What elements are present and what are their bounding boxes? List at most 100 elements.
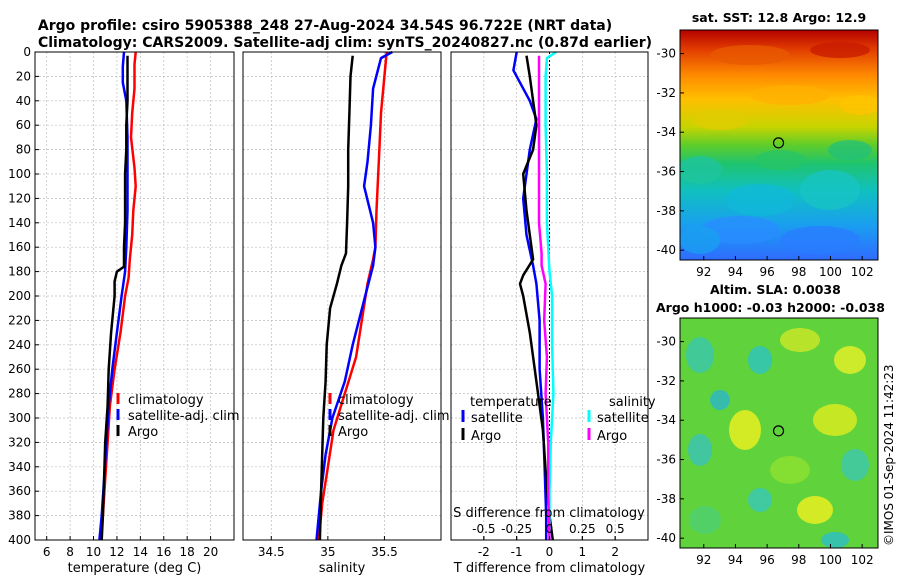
map-x-tick-label: 92 xyxy=(696,265,711,279)
map-y-tick-label: -40 xyxy=(656,243,676,257)
x-tick-label: -1 xyxy=(511,545,523,559)
map-x-tick-label: 98 xyxy=(791,553,806,567)
sst-patch xyxy=(710,45,790,65)
y-tick-label: 380 xyxy=(8,509,31,523)
map-x-tick-label: 100 xyxy=(819,265,842,279)
map-y-tick-label: -34 xyxy=(656,125,676,139)
y-tick-label: 140 xyxy=(8,216,31,230)
difference-xlabel: T difference from climatology xyxy=(453,561,646,576)
x-tick-label: 20 xyxy=(203,545,218,559)
series-line-satellite-adj-clim xyxy=(315,50,393,541)
map-x-tick-label: 96 xyxy=(759,553,774,567)
sla-patch xyxy=(770,456,810,484)
x-tick-label: 1 xyxy=(579,545,587,559)
series-line-salinity-satellite xyxy=(544,50,557,540)
watermark: ©IMOS 01-Sep-2024 11:42:23 xyxy=(882,364,896,546)
x-tick-label: 10 xyxy=(86,545,101,559)
sla-patch xyxy=(729,410,761,450)
y-tick-label: 280 xyxy=(8,387,31,401)
sst-patch xyxy=(680,226,720,254)
x-tick-label: 16 xyxy=(156,545,171,559)
sla-patch xyxy=(780,328,820,352)
y-tick-label: 160 xyxy=(8,240,31,254)
x-tick-label: 18 xyxy=(180,545,195,559)
map-y-tick-label: -40 xyxy=(656,531,676,545)
y-tick-label: 240 xyxy=(8,338,31,352)
sst-map-axes: 92 94 96 98 100 102 -30 -32 -34 -36 -38 -40 xyxy=(656,47,873,279)
x-tick-label: 2 xyxy=(611,545,619,559)
y-tick-label: 200 xyxy=(8,289,31,303)
x-tick-label: 35 xyxy=(320,545,335,559)
sst-map-frame xyxy=(679,29,879,261)
x-tick-label: 6 xyxy=(43,545,51,559)
map-x-tick-label: 96 xyxy=(759,265,774,279)
x-tick-label: 34.5 xyxy=(258,545,285,559)
difference-panel: -2 -1 0 1 2 T difference from climatology -0.5… xyxy=(450,50,656,576)
s-tick-label: 0.25 xyxy=(569,522,596,536)
sla-patch xyxy=(813,404,857,436)
series-line-argo xyxy=(100,55,129,541)
map-x-tick-label: 94 xyxy=(728,553,743,567)
argo-location-marker xyxy=(772,425,785,437)
sst-patch xyxy=(828,140,872,160)
sla-patch xyxy=(797,496,833,524)
legend-label: Argo xyxy=(471,429,501,444)
map-y-tick-label: -36 xyxy=(656,453,676,467)
y-tick-label: 0 xyxy=(23,45,31,59)
map-y-tick-label: -38 xyxy=(656,492,676,506)
y-tick-label: 260 xyxy=(8,362,31,376)
sla-patch xyxy=(689,506,721,534)
salinity-xlabel: salinity xyxy=(319,561,366,576)
sla-map-frame xyxy=(679,317,879,549)
s-tick-label: 0 xyxy=(546,522,554,536)
map-x-tick-label: 98 xyxy=(791,265,806,279)
map-x-tick-label: 102 xyxy=(851,553,874,567)
sst-map-title: sat. SST: 12.8 Argo: 12.9 xyxy=(692,10,866,25)
y-tick-label: 340 xyxy=(8,460,31,474)
map-y-tick-label: -32 xyxy=(656,374,676,388)
sst-patch xyxy=(692,110,748,130)
x-tick-label: -2 xyxy=(478,545,490,559)
sst-map: sat. SST: 12.8 Argo: 12.9 92 94 96 98 100 102… xyxy=(656,10,879,279)
s-tick-label: -0.5 xyxy=(472,522,495,536)
series-line-temperature-argo xyxy=(518,55,555,541)
figure-title-line2: Climatology: CARS2009. Satellite-adj cli… xyxy=(38,35,652,51)
map-x-tick-label: 94 xyxy=(728,265,743,279)
sst-patch xyxy=(750,85,830,105)
sla-patch xyxy=(834,346,866,374)
y-tick-label: 60 xyxy=(16,118,31,132)
sst-patch xyxy=(810,42,870,58)
x-tick-label: 14 xyxy=(133,545,148,559)
difference-xlabel2: S difference from climatology xyxy=(453,506,645,521)
y-tick-label: 120 xyxy=(8,191,31,205)
sla-patch xyxy=(748,488,772,512)
map-x-tick-label: 102 xyxy=(851,265,874,279)
y-tick-label: 360 xyxy=(8,484,31,498)
map-y-tick-label: -38 xyxy=(656,204,676,218)
sst-patch xyxy=(800,170,860,210)
map-y-tick-label: -32 xyxy=(656,86,676,100)
legend-head-salinity: salinity xyxy=(609,395,656,410)
legend-label: satellite-adj. clim xyxy=(128,409,240,424)
x-tick-label: 0 xyxy=(546,545,554,559)
sla-map-axes: 92 94 96 98 100 102 -30 -32 -34 -36 -38 -40 xyxy=(656,335,873,567)
sla-map: Altim. SLA: 0.0038 Argo h1000: -0.03 h20… xyxy=(656,282,885,567)
y-tick-label: 400 xyxy=(8,533,31,547)
sla-patch xyxy=(748,346,772,374)
x-tick-label: 12 xyxy=(109,545,124,559)
legend-label: Argo xyxy=(597,429,627,444)
x-tick-label: 8 xyxy=(66,545,74,559)
sla-patch xyxy=(841,449,869,481)
y-tick-label: 320 xyxy=(8,435,31,449)
salinity-panel: 34.5 35 35.5 salinity climatologysatellite-a… xyxy=(242,50,450,576)
s-tick-label: -0.25 xyxy=(501,522,532,536)
sla-patch xyxy=(686,337,714,373)
map-y-tick-label: -36 xyxy=(656,165,676,179)
y-tick-label: 20 xyxy=(16,69,31,83)
y-tick-label: 80 xyxy=(16,143,31,157)
sst-patch xyxy=(755,150,805,170)
series-line-temperature-satellite xyxy=(512,51,548,540)
sla-patch xyxy=(688,434,712,466)
figure-title-line1: Argo profile: csiro 5905388_248 27-Aug-2… xyxy=(38,18,612,34)
